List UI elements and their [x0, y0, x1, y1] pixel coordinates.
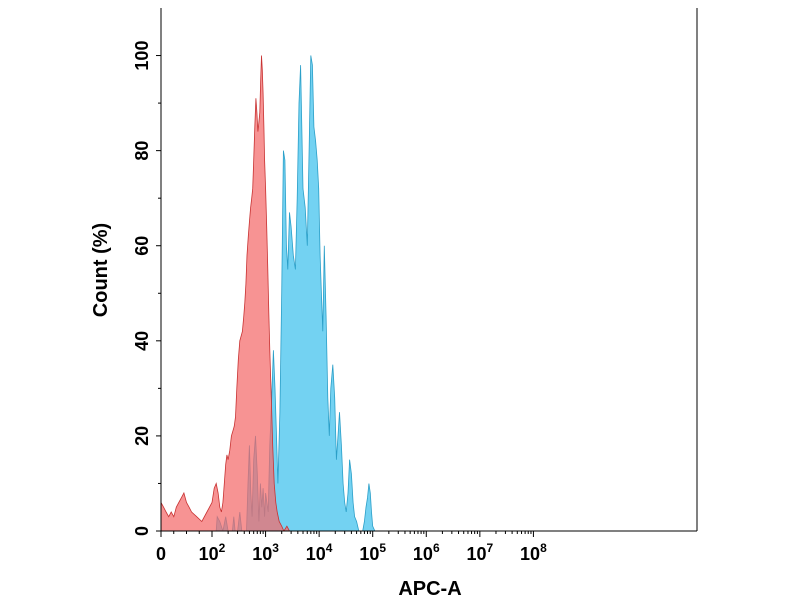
y-tick-label: 60 — [132, 236, 152, 256]
x-tick-label: 0 — [156, 544, 166, 564]
y-tick-label: 100 — [132, 41, 152, 71]
y-tick-label: 80 — [132, 141, 152, 161]
x-tick-label: 108 — [520, 541, 547, 564]
x-tick-label: 102 — [199, 541, 226, 564]
x-tick-label: 106 — [413, 541, 440, 564]
x-axis-title: APC-A — [398, 578, 461, 600]
y-tick-label: 20 — [132, 426, 152, 446]
x-tick-label: 103 — [252, 541, 279, 564]
x-tick-label: 104 — [306, 541, 333, 564]
y-tick-label: 0 — [132, 526, 152, 536]
histogram-series-2 — [161, 55, 292, 531]
y-axis-title: Count (%) — [90, 223, 112, 317]
y-tick-label: 40 — [132, 331, 152, 351]
x-tick-label: 105 — [359, 541, 386, 564]
x-tick-label: 107 — [466, 541, 493, 564]
